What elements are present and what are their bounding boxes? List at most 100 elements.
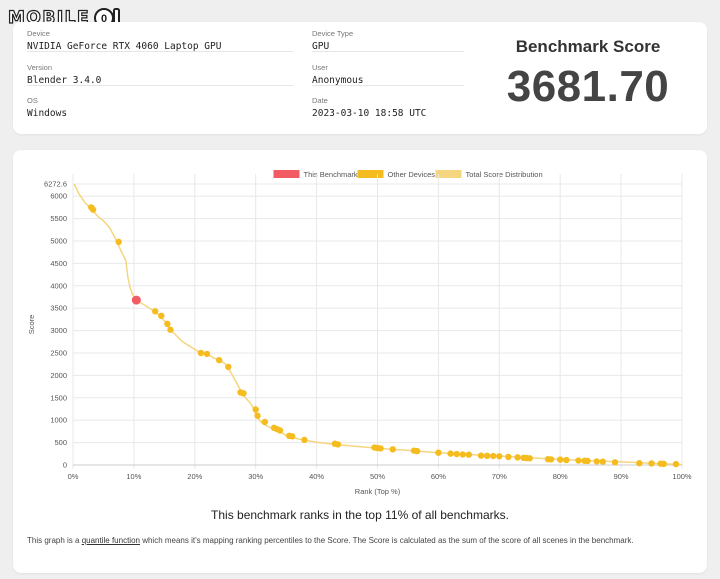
device-type-label: Device Type — [312, 29, 354, 38]
y-axis-ticks: 0 500 1000 1500 2000 2500 3000 3500 4000 4500 5000… — [44, 180, 67, 470]
quantile-chart[interactable]: This Benchmark Other Devices Total Score D… — [13, 150, 707, 500]
y-tick-label: 3000 — [50, 326, 67, 335]
os-label: OS — [27, 96, 38, 105]
x-axis-ticks: 0% 10% 20% 30% 40% 50% 60% 70% 80% 90% 100% — [68, 472, 692, 481]
user-field: User Anonymous — [312, 56, 464, 86]
this-benchmark-point[interactable] — [131, 295, 141, 305]
other-device-point — [197, 349, 205, 357]
device-type-value: GPU — [312, 41, 330, 52]
chart-grid — [72, 174, 683, 469]
x-tick-label: 70% — [492, 472, 507, 481]
y-tick-label: 6272.6 — [44, 180, 67, 189]
y-tick-label: 1000 — [50, 416, 67, 425]
version-field: Version Blender 3.4.0 — [27, 56, 293, 86]
other-device-point — [89, 206, 97, 213]
chart-footnote: This graph is a quantile function which … — [27, 536, 634, 545]
other-device-point — [164, 320, 171, 328]
version-label: Version — [27, 63, 53, 72]
other-device-point — [225, 363, 232, 371]
other-device-point — [672, 460, 680, 468]
x-axis-label: Rank (Top %) — [355, 487, 401, 496]
benchmark-score-title: Benchmark Score — [515, 37, 661, 56]
y-tick-label: 0 — [63, 461, 67, 470]
other-device-point — [276, 427, 284, 434]
date-field: Date 2023-03-10 18:58 UTC — [312, 89, 464, 119]
other-device-point — [514, 454, 521, 461]
x-tick-label: 20% — [187, 472, 202, 481]
other-device-point — [413, 447, 421, 455]
other-device-point — [152, 308, 159, 315]
other-device-point — [526, 455, 533, 462]
other-device-point — [203, 350, 211, 358]
other-device-point — [252, 406, 259, 413]
legend-swatch — [273, 170, 300, 178]
other-device-point — [240, 390, 247, 397]
other-device-point — [115, 238, 122, 246]
other-device-point — [557, 456, 564, 463]
other-device-point — [584, 457, 591, 465]
user-label: User — [312, 63, 328, 72]
y-tick-label: 3500 — [50, 304, 67, 313]
other-device-point — [435, 449, 442, 456]
other-device-point — [575, 457, 582, 464]
other-device-point — [158, 312, 165, 320]
footnote-text-before: This graph is a — [27, 536, 82, 545]
device-field: Device NVIDIA GeForce RTX 4060 Laptop GP… — [27, 22, 293, 52]
y-tick-label: 6000 — [50, 192, 67, 201]
device-label: Device — [27, 29, 50, 38]
other-device-point — [465, 451, 473, 458]
score-chart-card: This Benchmark Other Devices Total Score D… — [13, 150, 707, 573]
y-tick-label: 5500 — [50, 214, 67, 223]
x-tick-label: 100% — [672, 472, 692, 481]
legend-label: This Benchmark — [304, 170, 358, 179]
other-device-point — [660, 460, 667, 468]
x-tick-label: 60% — [431, 472, 446, 481]
x-tick-label: 80% — [553, 472, 568, 481]
other-device-point — [334, 441, 342, 448]
other-device-point — [490, 452, 497, 460]
benchmark-info-card: Device NVIDIA GeForce RTX 4060 Laptop GP… — [13, 22, 707, 134]
y-tick-label: 4000 — [50, 281, 67, 290]
other-device-point — [636, 460, 643, 467]
os-value: Windows — [27, 108, 68, 119]
version-value: Blender 3.4.0 — [27, 75, 102, 86]
legend-label: Total Score Distribution — [466, 170, 543, 179]
other-device-point — [505, 453, 512, 461]
other-device-point — [447, 450, 454, 457]
other-device-point — [648, 460, 655, 467]
other-device-point — [254, 412, 261, 419]
y-tick-label: 500 — [54, 438, 67, 447]
other-device-point — [167, 326, 174, 333]
other-device-point — [261, 418, 269, 426]
legend-swatch — [357, 170, 384, 178]
y-axis-label: Score — [27, 315, 36, 335]
chart-legend[interactable]: This Benchmark Other Devices Total Score D… — [273, 170, 543, 179]
date-label: Date — [312, 96, 328, 105]
legend-swatch — [435, 170, 462, 178]
legend-label: Other Devices — [388, 170, 436, 179]
rank-summary: This benchmark ranks in the top 11% of a… — [211, 508, 509, 522]
y-tick-label: 4500 — [50, 259, 67, 268]
date-value: 2023-03-10 18:58 UTC — [312, 108, 427, 119]
other-device-point — [477, 452, 485, 459]
device-type-field: Device Type GPU — [312, 22, 464, 52]
x-tick-label: 30% — [248, 472, 263, 481]
quantile-function-link[interactable]: quantile function — [81, 536, 140, 545]
other-device-point — [389, 446, 396, 453]
other-device-point — [301, 436, 308, 444]
other-device-point — [563, 456, 570, 464]
x-tick-label: 40% — [309, 472, 324, 481]
footnote-text-after: which means it's mapping ranking percent… — [139, 536, 634, 545]
svg-text:0: 0 — [101, 13, 107, 25]
other-device-points[interactable] — [88, 204, 680, 468]
x-tick-label: 10% — [126, 472, 141, 481]
device-value: NVIDIA GeForce RTX 4060 Laptop GPU — [27, 41, 222, 52]
x-tick-label: 0% — [68, 472, 79, 481]
y-tick-label: 1500 — [50, 393, 67, 402]
other-device-point — [496, 453, 503, 460]
other-device-point — [593, 458, 600, 465]
other-device-point — [599, 458, 607, 465]
y-tick-label: 2000 — [50, 371, 67, 380]
user-value: Anonymous — [312, 75, 364, 86]
os-field: OS Windows — [27, 89, 293, 119]
